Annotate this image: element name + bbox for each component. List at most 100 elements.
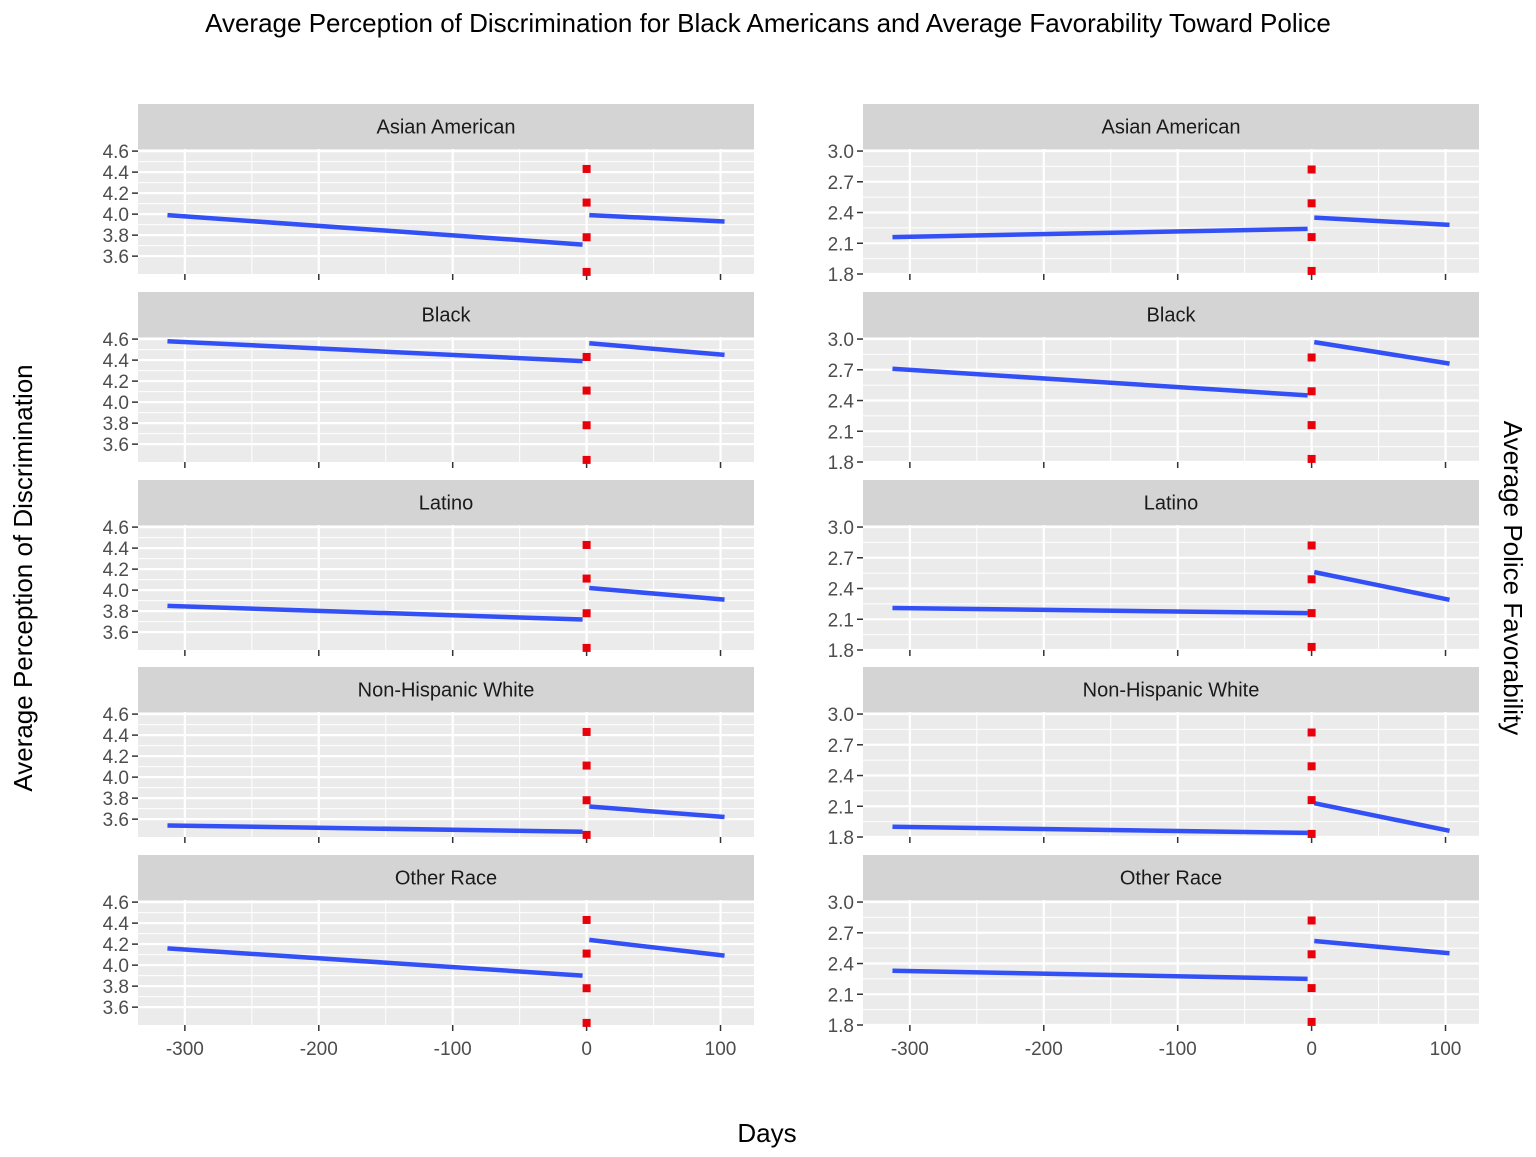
series-line-pre — [892, 366, 1308, 398]
series-line-post — [1314, 938, 1450, 956]
facet-label: Other Race — [395, 868, 497, 890]
y-tick-label: 2.4 — [828, 580, 855, 601]
event-marker — [582, 267, 591, 276]
y-tick-label: 3.8 — [103, 226, 129, 247]
y-tick-label: 1.8 — [828, 453, 854, 474]
event-marker — [1307, 609, 1316, 618]
panel-background — [138, 525, 754, 650]
event-marker — [582, 949, 591, 958]
event-marker — [1307, 165, 1316, 174]
y-tick-label: 3.0 — [828, 518, 854, 539]
facet-strip — [863, 855, 1479, 900]
event-marker — [1307, 950, 1316, 959]
y-tick-label: 3.6 — [103, 435, 129, 456]
series-line-post — [589, 212, 725, 224]
y-axis-title-left: Average Perception of Discrimination — [8, 364, 38, 791]
y-tick-label: 2.7 — [828, 361, 854, 382]
y-tick-label: 2.1 — [828, 234, 854, 255]
event-marker — [1307, 796, 1316, 805]
y-tick-label: 4.2 — [103, 560, 129, 581]
panel-background — [138, 149, 754, 274]
series-line-post — [1313, 339, 1450, 366]
y-tick-label: 2.1 — [828, 610, 854, 631]
x-axis-title: Days — [737, 1118, 796, 1148]
facet-label: Latino — [1144, 493, 1199, 515]
event-marker — [1307, 454, 1316, 463]
event-marker — [582, 574, 591, 583]
y-tick-label: 4.6 — [103, 705, 129, 726]
y-tick-label: 2.1 — [828, 797, 854, 818]
series-line-post — [1314, 215, 1450, 228]
panel-background — [138, 337, 754, 462]
series-line-pre — [167, 823, 583, 834]
facet-label: Black — [1147, 305, 1197, 327]
facet-panel: Other Race 1.8 2.1 2.4 2.7 3.0 -300 -200 -100 0 10… — [828, 855, 1479, 1060]
y-tick-label: 2.7 — [828, 924, 854, 945]
facet-label: Non-Hispanic White — [358, 680, 535, 702]
y-tick-label: 3.0 — [828, 893, 854, 914]
y-tick-label: 4.4 — [103, 351, 130, 372]
facet-strip — [863, 104, 1479, 149]
x-tick-label: 0 — [1306, 1039, 1317, 1060]
y-tick-label: 2.7 — [828, 736, 854, 757]
event-marker — [582, 198, 591, 207]
event-marker — [1307, 642, 1316, 651]
event-marker — [582, 761, 591, 770]
event-marker — [582, 233, 591, 242]
y-tick-label: 3.6 — [103, 810, 129, 831]
y-tick-label: 3.6 — [103, 623, 129, 644]
y-tick-label: 4.0 — [103, 393, 129, 414]
facet-strip — [138, 667, 754, 712]
facet-label: Other Race — [1120, 868, 1222, 890]
event-marker — [1307, 199, 1316, 208]
y-tick-label: 4.0 — [103, 205, 129, 226]
x-tick-label: -100 — [1159, 1039, 1197, 1060]
facet-label: Asian American — [1102, 117, 1241, 139]
y-tick-label: 4.6 — [103, 518, 129, 539]
series-line-post — [589, 804, 725, 820]
facet-strip — [863, 667, 1479, 712]
event-marker — [582, 609, 591, 618]
event-marker — [582, 1018, 591, 1027]
event-marker — [1307, 266, 1316, 275]
y-tick-label: 2.1 — [828, 422, 854, 443]
series-line-pre — [892, 226, 1308, 240]
series-line-post — [1313, 800, 1450, 834]
y-tick-label: 1.8 — [828, 1016, 854, 1037]
event-marker — [582, 455, 591, 464]
y-tick-label: 4.2 — [103, 184, 129, 205]
y-tick-label: 2.4 — [828, 392, 855, 413]
y-tick-label: 2.1 — [828, 985, 854, 1006]
facet-label: Non-Hispanic White — [1083, 680, 1260, 702]
event-marker — [582, 164, 591, 173]
y-axis-title-right: Average Police Favorability — [1498, 421, 1528, 736]
event-marker — [1307, 762, 1316, 771]
event-marker — [582, 386, 591, 395]
series-line-pre — [167, 603, 583, 622]
event-marker — [1307, 233, 1316, 242]
event-marker — [1307, 541, 1316, 550]
x-tick-label: 100 — [705, 1039, 737, 1060]
event-marker — [582, 984, 591, 993]
x-tick-label: -300 — [891, 1039, 929, 1060]
event-marker — [582, 352, 591, 361]
y-tick-label: 4.2 — [103, 935, 129, 956]
facet-panel: Non-Hispanic White 1.8 2.1 2.4 2.7 3.0 — [828, 667, 1479, 849]
y-tick-label: 4.2 — [103, 372, 129, 393]
y-tick-label: 2.4 — [828, 955, 855, 976]
y-tick-label: 4.0 — [103, 956, 129, 977]
x-tick-label: -200 — [1025, 1039, 1063, 1060]
y-tick-label: 3.6 — [103, 998, 129, 1019]
event-marker — [582, 796, 591, 805]
y-tick-label: 4.0 — [103, 768, 129, 789]
facet-strip — [863, 292, 1479, 337]
event-marker — [1307, 353, 1316, 362]
event-marker — [1307, 728, 1316, 737]
facet-strip — [138, 855, 754, 900]
facet-panel: Other Race 3.63.84.04.24.44.6 -300 -200 -100… — [103, 855, 754, 1060]
series-line-pre — [167, 338, 583, 364]
event-marker — [582, 421, 591, 430]
x-tick-label: 0 — [581, 1039, 592, 1060]
facet-panel: Black 3.63.84.04.24.44.6 — [103, 292, 754, 468]
